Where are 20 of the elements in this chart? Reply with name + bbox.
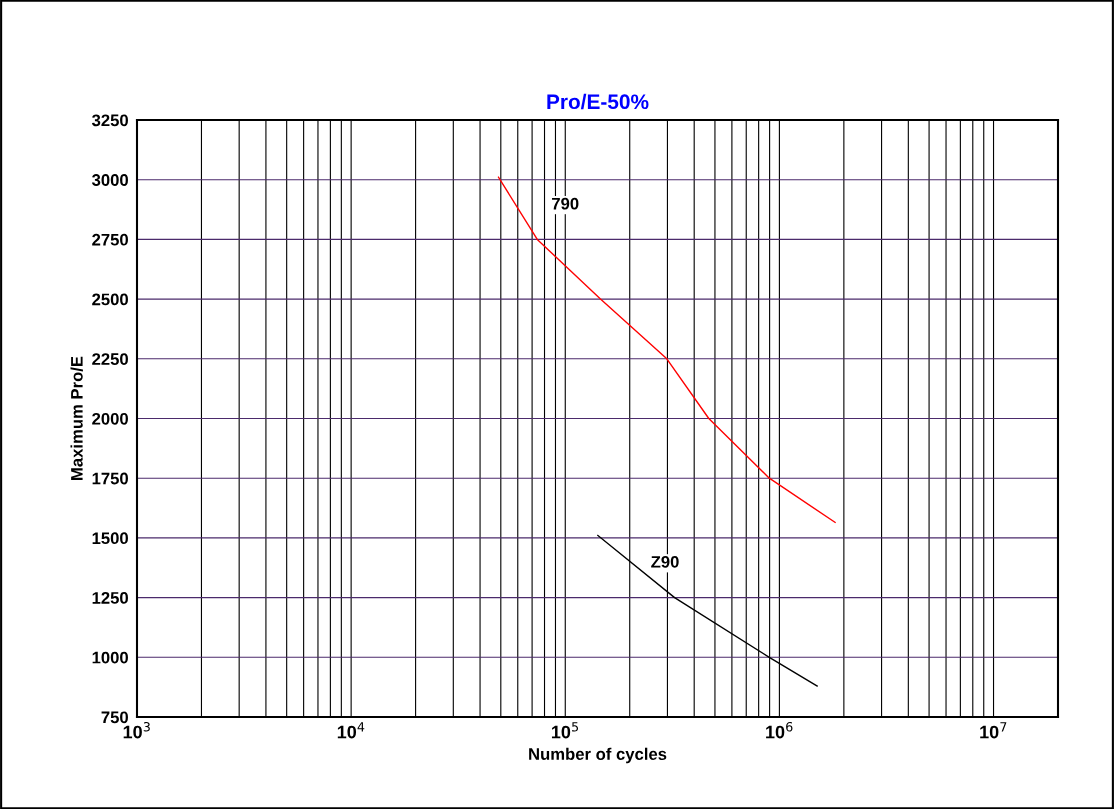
y-tick-label: 750 (101, 711, 128, 724)
series-label: Z90 (651, 555, 679, 568)
x-tick-label: 10$^{5}$ (551, 722, 579, 739)
y-tick-label: 2250 (92, 353, 128, 365)
y-tick-label: 1750 (92, 472, 128, 485)
y-axis-title: Maximum Pro/E (70, 356, 83, 480)
y-tick-label: 3000 (91, 174, 128, 186)
x-tick-label: 10$^{4}$ (337, 722, 365, 739)
y-tick-label: 2750 (92, 233, 128, 246)
y-tick-label: 3250 (91, 114, 128, 127)
x-tick-label: 10$^{6}$ (766, 721, 793, 739)
y-tick-label: 1000 (92, 651, 128, 664)
y-tick-label: 1250 (92, 592, 128, 604)
x-axis-title: Number of cycles (529, 747, 667, 764)
series-label: 790 (552, 197, 579, 210)
y-tick-label: 2500 (92, 293, 128, 306)
y-tick-label: 2000 (92, 412, 128, 425)
chart-title: Pro/E-50% (547, 93, 649, 110)
x-tick-label: 10$^{7}$ (980, 722, 1007, 739)
y-tick-label: 1500 (92, 532, 128, 545)
